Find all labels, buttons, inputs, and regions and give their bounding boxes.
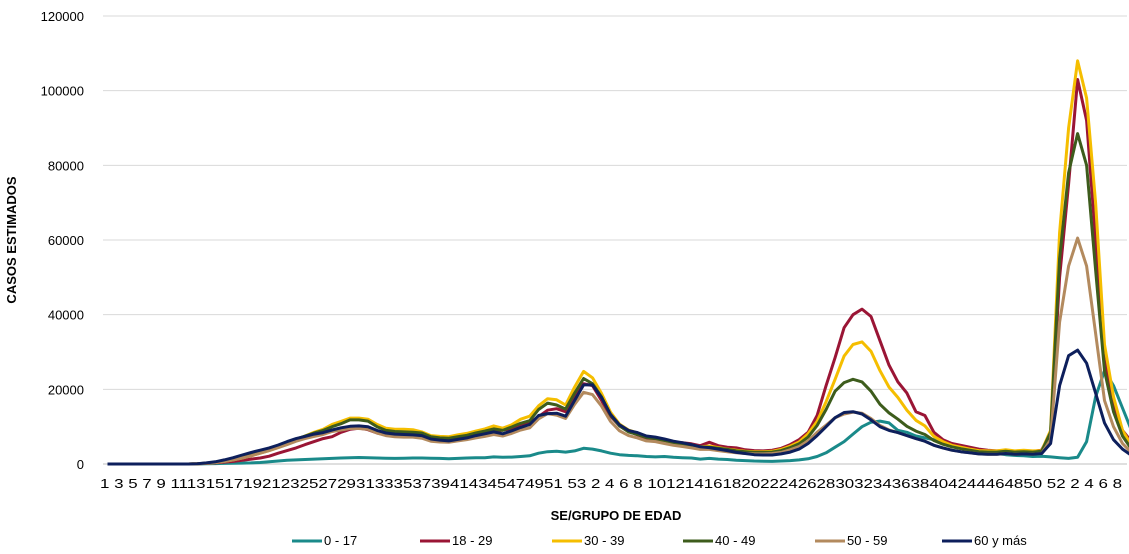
series-line-18-29 — [107, 78, 1129, 466]
legend: 0 - 17 18 - 29 30 - 39 40 - 49 50 - 59 60 y m… — [292, 533, 1027, 548]
legend-label: 30 - 39 — [584, 533, 624, 548]
series-line-60-y-m-s — [107, 348, 1129, 466]
series-line-30-39 — [107, 59, 1129, 466]
legend-label: 18 - 29 — [452, 533, 492, 548]
gridlines — [103, 15, 1127, 390]
y-tick-label: 60000 — [48, 233, 84, 248]
series-lines — [107, 59, 1129, 466]
x-axis-title: SE/GRUPO DE EDAD — [551, 508, 682, 523]
series-line-50-59 — [107, 236, 1129, 466]
legend-label: 50 - 59 — [847, 533, 887, 548]
y-axis-title: CASOS ESTIMADOS — [4, 176, 19, 303]
y-tick-label: 80000 — [48, 158, 84, 173]
series-line-40-49 — [107, 132, 1129, 466]
y-tick-label: 120000 — [41, 9, 84, 24]
x-axis-tick-labels: 1 3 5 7 9 111315171921232527293133353739… — [100, 476, 1122, 491]
y-tick-label: 0 — [77, 457, 84, 472]
legend-label: 0 - 17 — [324, 533, 357, 548]
y-tick-label: 20000 — [48, 382, 84, 397]
y-tick-label: 100000 — [41, 84, 84, 99]
legend-label: 60 y más — [974, 533, 1027, 548]
y-tick-label: 40000 — [48, 308, 84, 323]
y-axis-tick-labels: 0 20000 40000 60000 80000 100000 120000 — [41, 9, 84, 472]
legend-label: 40 - 49 — [715, 533, 755, 548]
